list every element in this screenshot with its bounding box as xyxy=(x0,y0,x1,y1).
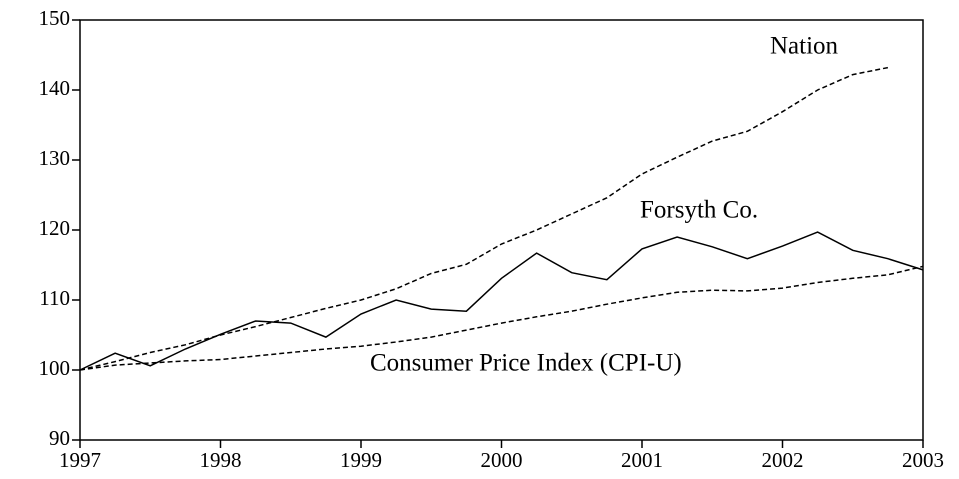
y-tick-label: 140 xyxy=(39,76,71,100)
series-line xyxy=(79,231,924,371)
x-tick-label: 2003 xyxy=(902,448,944,472)
y-tick-label: 150 xyxy=(39,6,71,30)
x-tick-label: 2001 xyxy=(621,448,663,472)
x-tick-label: 2002 xyxy=(762,448,804,472)
y-tick-label: 90 xyxy=(49,426,70,450)
series-label: Nation xyxy=(770,33,839,60)
x-tick-label: 1997 xyxy=(59,448,101,472)
x-tick-label: 2000 xyxy=(481,448,523,472)
series-line xyxy=(79,265,924,371)
x-tick-label: 1999 xyxy=(340,448,382,472)
series-label: Forsyth Co. xyxy=(640,197,758,224)
series-line xyxy=(79,66,889,371)
x-tick-label: 1998 xyxy=(200,448,242,472)
series-label: Consumer Price Index (CPI-U) xyxy=(370,350,682,377)
y-tick-label: 120 xyxy=(39,216,71,240)
y-tick-label: 130 xyxy=(39,146,71,170)
y-tick-label: 110 xyxy=(39,286,70,310)
y-tick-label: 100 xyxy=(39,356,71,380)
plot-frame xyxy=(79,19,924,441)
